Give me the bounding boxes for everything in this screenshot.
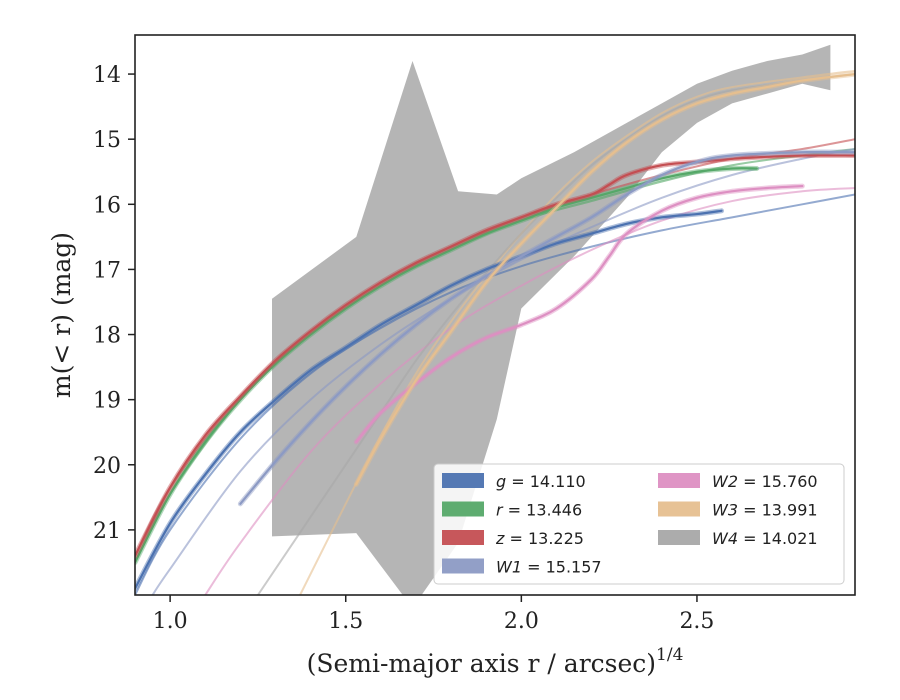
legend-swatch — [658, 501, 700, 517]
legend-label: g = 14.110 — [496, 472, 586, 491]
legend-label-value: = 15.157 — [522, 558, 602, 577]
x-axis: 1.0 1.5 2.0 2.5 — [153, 595, 714, 634]
y-tick-label: 16 — [93, 193, 121, 218]
legend-label-value: = 15.760 — [738, 472, 818, 491]
y-axis-label: m(< r) (mag) — [47, 232, 76, 398]
legend-item-z: z = 13.225 — [442, 529, 584, 548]
legend-label-variable: z — [495, 529, 505, 548]
legend-label: W2 = 15.760 — [712, 472, 818, 491]
legend-item-w3: W3 = 13.991 — [658, 501, 818, 520]
y-tick-label: 15 — [93, 128, 121, 153]
x-axis-label-superscript: 1/4 — [656, 645, 683, 665]
legend-swatch — [658, 473, 700, 488]
legend-label-variable: g — [496, 472, 506, 491]
legend-label-value: = 14.110 — [506, 472, 586, 491]
series-r-data-line — [135, 167, 758, 564]
y-tick-label: 14 — [93, 63, 121, 88]
legend-label-value: = 13.225 — [504, 529, 584, 548]
series-w3-model-line — [299, 69, 855, 595]
legend-swatch — [442, 530, 484, 545]
series-z-data-line — [135, 154, 855, 558]
legend-label: W4 = 14.021 — [712, 529, 818, 548]
x-tick-label: 1.0 — [153, 609, 188, 634]
legend-item-w1: W1 = 15.157 — [442, 558, 602, 577]
legend-label: z = 13.225 — [495, 529, 584, 548]
x-axis-label-main: (Semi-major axis r / arcsec) — [307, 649, 656, 678]
legend-swatch — [442, 558, 484, 574]
series-w1-data-line — [239, 150, 855, 505]
legend-frame — [433, 463, 845, 585]
legend-item-g: g = 14.110 — [442, 472, 586, 491]
legend-item-w4: W4 = 14.021 — [658, 529, 818, 548]
series-w2-model-line — [204, 187, 855, 595]
series-w2-data-line — [355, 184, 804, 444]
series-w4-band — [272, 44, 831, 595]
y-tick-label: 20 — [93, 454, 121, 479]
y-tick-label: 17 — [93, 258, 121, 283]
legend-label-variable: W4 — [712, 529, 738, 548]
series-w3-data-line — [355, 72, 855, 486]
legend-swatch — [442, 501, 484, 517]
x-tick-label: 1.5 — [328, 609, 363, 634]
legend-label: W3 = 13.991 — [712, 501, 818, 520]
legend-swatch — [658, 530, 700, 545]
x-tick-label: 2.5 — [679, 609, 714, 634]
legend-label: W1 = 15.157 — [496, 558, 602, 577]
legend-label-variable: W3 — [712, 501, 738, 520]
plot-content — [135, 44, 855, 595]
y-tick-label: 19 — [93, 389, 121, 414]
legend-label-value: = 13.991 — [738, 501, 818, 520]
x-axis-label: (Semi-major axis r / arcsec)1/4 — [307, 645, 684, 678]
series-w4-model-line — [257, 73, 855, 595]
y-tick-label: 18 — [93, 324, 121, 349]
x-tick-label: 2.0 — [504, 609, 539, 634]
series-g-data-line — [135, 209, 723, 590]
legend-item-r: r = 13.446 — [442, 501, 582, 520]
legend-item-w2: W2 = 15.760 — [658, 472, 818, 491]
legend-label-variable: W1 — [496, 558, 522, 577]
legend-label-value: = 13.446 — [503, 501, 583, 520]
legend-label: r = 13.446 — [496, 501, 582, 520]
legend-label-variable: r — [496, 501, 504, 520]
legend-swatch — [442, 473, 484, 488]
plot-frame — [134, 34, 856, 596]
series-g-model-line — [135, 193, 855, 595]
legend-label-variable: W2 — [712, 472, 738, 491]
legend-label-value: = 14.021 — [738, 529, 818, 548]
y-tick-label: 21 — [93, 519, 121, 544]
y-axis: 14 15 16 17 18 19 20 21 — [93, 63, 135, 544]
